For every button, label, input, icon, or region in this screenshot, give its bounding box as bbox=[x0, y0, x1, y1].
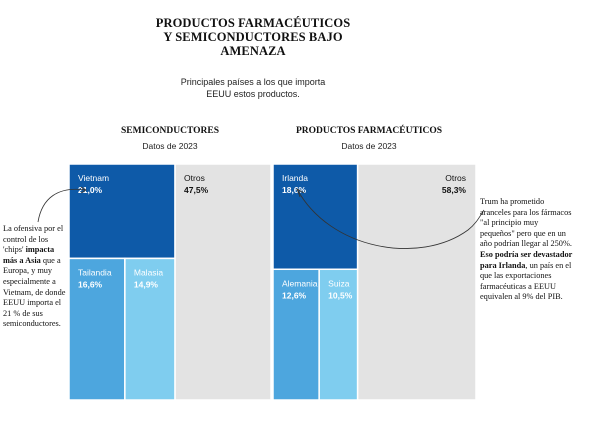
semiconductores-label-malasia: Malasia bbox=[134, 267, 164, 277]
farmaceuticos-value-alemania: 12,6% bbox=[282, 290, 307, 300]
farmaceuticos-cell-otros bbox=[356, 164, 476, 400]
semiconductores-label-tailandia: Tailandia bbox=[78, 267, 112, 277]
chart-subtitle: Principales países a los que importa EEU… bbox=[180, 77, 326, 99]
farmaceuticos-panel-subtitle: Datos de 2023 bbox=[341, 141, 397, 151]
semiconductores-treemap: Vietnam 21,0% Tailandia 16,6% Malasia 14,9% Ot… bbox=[69, 164, 271, 400]
farmaceuticos-label-suiza: Suiza bbox=[328, 278, 350, 288]
farmaceuticos-cell-suiza bbox=[318, 268, 359, 400]
semiconductores-label-vietnam: Vietnam bbox=[78, 173, 109, 183]
farmaceuticos-label-alemania: Alemania bbox=[282, 278, 318, 288]
semiconductores-panel-subtitle: Datos de 2023 bbox=[142, 141, 198, 151]
left-connector-arrow bbox=[80, 186, 87, 194]
farmaceuticos-value-suiza: 10,5% bbox=[328, 290, 353, 300]
farmaceuticos-label-otros: Otros bbox=[445, 173, 466, 183]
farmaceuticos-cell-irlanda bbox=[273, 164, 359, 271]
farmaceuticos-value-irlanda: 18,6% bbox=[282, 185, 307, 195]
right-connector-line bbox=[296, 188, 485, 249]
farmaceuticos-treemap: Irlanda 18,6% Alemania 12,6% Suiza 10,5% Otros… bbox=[273, 164, 476, 400]
semiconductores-panel-title: SEMICONDUCTORES bbox=[120, 126, 219, 136]
semiconductores-value-malasia: 14,9% bbox=[134, 279, 159, 289]
semiconductores-label-otros: Otros bbox=[184, 173, 205, 183]
left-annotation: La ofensiva por el control de los 'chips… bbox=[3, 224, 66, 329]
farmaceuticos-value-otros: 58,3% bbox=[442, 185, 467, 195]
semiconductores-cell-otros bbox=[174, 164, 271, 400]
left-connector-line bbox=[37, 188, 87, 223]
semiconductores-value-vietnam: 21,0% bbox=[78, 185, 103, 195]
farmaceuticos-label-irlanda: Irlanda bbox=[282, 173, 308, 183]
farmaceuticos-panel-title: PRODUCTOS FARMACÉUTICOS bbox=[295, 126, 443, 136]
right-annotation: Trum ha prometido aranceles para los fár… bbox=[480, 197, 573, 302]
semiconductores-value-tailandia: 16,6% bbox=[78, 279, 103, 289]
chart-title: PRODUCTOS FARMACÉUTICOS Y SEMICONDUCTORE… bbox=[155, 16, 351, 58]
semiconductores-value-otros: 47,5% bbox=[184, 185, 209, 195]
right-connector-arrow bbox=[296, 188, 305, 198]
